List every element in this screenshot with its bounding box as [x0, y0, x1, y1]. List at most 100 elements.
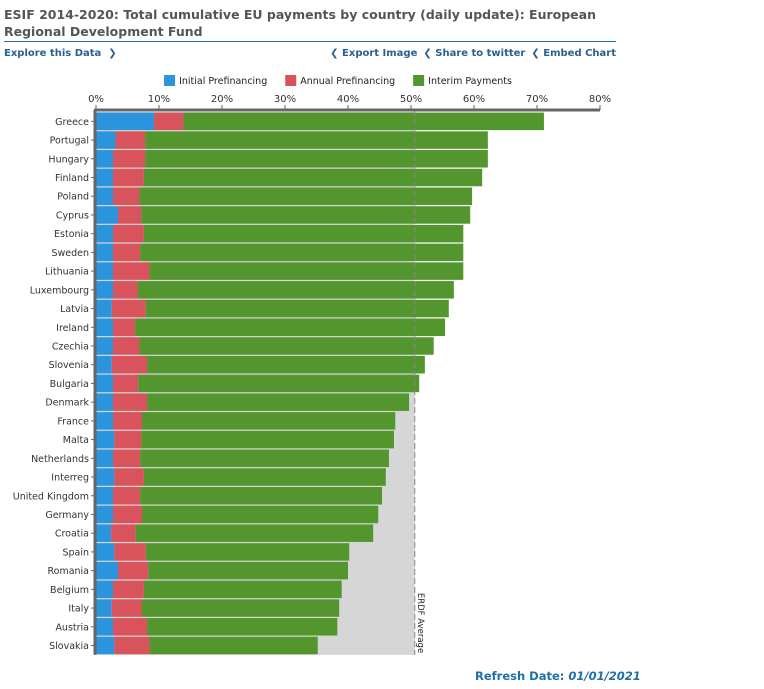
category-label: Ireland: [56, 323, 89, 334]
bar-segment: [96, 636, 115, 655]
title-divider: [4, 41, 616, 42]
export-image-link[interactable]: ❮ Export Image: [330, 47, 417, 60]
bar-segment: [96, 187, 114, 205]
bar-segment: [149, 262, 464, 280]
bar-segment: [135, 524, 374, 542]
bar-segment: [111, 524, 136, 542]
category-label: Croatia: [55, 529, 89, 540]
bar-segment: [96, 374, 114, 393]
bar-segment: [145, 543, 350, 561]
bar-segment: [149, 636, 318, 655]
x-tick-label: 20%: [211, 94, 233, 105]
bar-segment: [96, 449, 114, 468]
category-label: Denmark: [45, 398, 89, 409]
bar-segment: [115, 131, 146, 149]
category-label: Slovakia: [49, 641, 89, 652]
x-tick-label: 10%: [148, 94, 170, 105]
legend-label: Interim Payments: [428, 76, 512, 87]
category-label: Sweden: [51, 248, 89, 259]
category-label: Poland: [57, 192, 89, 203]
bar-segment: [113, 374, 139, 393]
bar-segment: [140, 487, 383, 505]
bar-segment: [141, 505, 379, 524]
bar-segment: [96, 206, 119, 224]
bar-segment: [111, 599, 142, 617]
category-label: Luxembourg: [30, 285, 89, 296]
bar-segment: [111, 355, 148, 374]
chevron-left-icon: ❮: [423, 48, 432, 59]
category-label: Interreg: [51, 473, 89, 484]
category-label: Belgium: [50, 585, 89, 596]
bar-segment: [113, 505, 142, 524]
explore-data-link[interactable]: Explore this Data ❯: [4, 47, 117, 60]
chevron-right-icon: ❯: [108, 48, 117, 59]
embed-label: Embed Chart: [543, 48, 616, 59]
category-label: United Kingdom: [13, 491, 89, 502]
bar-segment: [96, 299, 112, 318]
legend-swatch: [413, 75, 425, 86]
bar-segment: [145, 299, 449, 318]
bar-segment: [113, 337, 140, 355]
bar-segment: [113, 168, 144, 187]
bar-segment: [118, 561, 149, 580]
legend-label: Annual Prefinancing: [300, 76, 395, 87]
bar-segment: [96, 224, 114, 243]
bar-segment: [113, 393, 148, 411]
category-label: Netherlands: [31, 454, 89, 465]
bar-segment: [139, 187, 473, 205]
category-label: Spain: [62, 547, 89, 558]
bar-segment: [140, 449, 389, 468]
share-twitter-link[interactable]: ❮ Share to twitter: [423, 47, 525, 60]
category-label: Finland: [55, 173, 89, 184]
bar-segment: [140, 243, 464, 262]
category-label: Bulgaria: [50, 379, 89, 390]
x-tick-label: 60%: [463, 94, 485, 105]
bar-segment: [113, 487, 141, 505]
share-links: ❮ Export Image ❮ Share to twitter ❮ Embe…: [330, 47, 616, 60]
bar-segment: [147, 355, 425, 374]
category-label: Latvia: [60, 304, 89, 315]
page-title: ESIF 2014-2020: Total cumulative EU paym…: [4, 7, 596, 39]
bar-segment: [138, 374, 420, 393]
bar-segment: [143, 168, 483, 187]
category-label: Portugal: [50, 136, 89, 147]
bar-segment: [145, 150, 488, 168]
bar-segment: [96, 599, 112, 617]
bar-segment: [96, 243, 114, 262]
category-label: Czechia: [52, 341, 89, 352]
bar-segment: [96, 412, 114, 430]
bar-segment: [96, 131, 116, 149]
refresh-label: Refresh Date:: [475, 669, 565, 683]
legend-swatch: [285, 75, 297, 86]
category-label: Lithuania: [45, 267, 89, 278]
bar-segment: [96, 112, 154, 131]
category-label: Italy: [68, 604, 89, 615]
x-tick-label: 0%: [88, 94, 104, 105]
embed-chart-link[interactable]: ❮ Embed Chart: [531, 47, 616, 60]
category-label: Slovenia: [49, 360, 89, 371]
bar-segment: [96, 543, 115, 561]
bar-segment: [96, 580, 114, 599]
category-label: Cyprus: [56, 210, 89, 221]
legend-swatch: [164, 75, 176, 86]
legend-label: Initial Prefinancing: [179, 76, 267, 87]
bar-segment: [96, 487, 114, 505]
bar-segment: [113, 224, 144, 243]
bar-segment: [113, 262, 150, 280]
share-label: Share to twitter: [435, 48, 526, 59]
x-tick-label: 40%: [337, 94, 359, 105]
bar-segment: [114, 543, 146, 561]
bar-segment: [118, 206, 142, 224]
category-label: Malta: [63, 435, 89, 446]
x-tick-label: 80%: [589, 94, 611, 105]
export-label: Export Image: [342, 48, 418, 59]
explore-label: Explore this Data: [4, 48, 102, 59]
bar-segment: [153, 112, 184, 131]
bar-segment: [143, 580, 342, 599]
x-tick-label: 70%: [526, 94, 548, 105]
bar-segment: [96, 168, 114, 187]
category-label: Greece: [55, 117, 89, 128]
bar-segment: [96, 281, 114, 299]
category-label: Germany: [45, 510, 89, 521]
bar-segment: [114, 468, 144, 486]
